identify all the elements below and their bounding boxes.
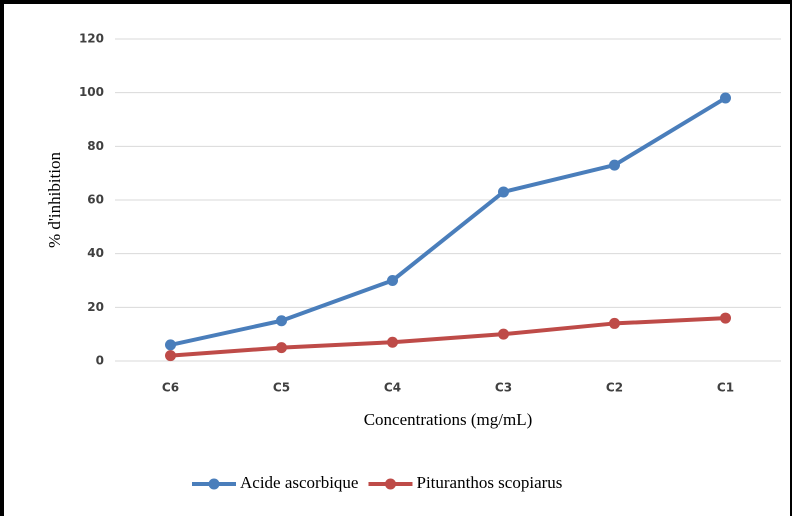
data-point <box>720 92 731 104</box>
data-point <box>609 159 620 171</box>
x-tick-label: C6 <box>162 381 179 395</box>
series-line <box>170 96 727 347</box>
data-point <box>165 339 176 351</box>
data-point <box>498 186 509 198</box>
data-point <box>720 312 731 324</box>
data-point <box>498 328 509 340</box>
y-tick-label: 80 <box>87 139 104 153</box>
y-axis-title: % d'inhibition <box>45 151 64 248</box>
data-point <box>609 317 620 329</box>
x-tick-label: C4 <box>384 381 401 395</box>
x-tick-label: C1 <box>717 381 734 395</box>
legend-marker <box>384 478 396 490</box>
data-point <box>387 336 398 348</box>
legend-label: Acide ascorbique <box>240 473 358 492</box>
legend-marker <box>208 478 220 490</box>
legend-label: Pituranthos scopiarus <box>416 473 562 492</box>
y-tick-label: 100 <box>79 85 104 99</box>
y-tick-label: 0 <box>96 354 104 368</box>
x-tick-label: C3 <box>495 381 512 395</box>
series-line <box>170 316 726 358</box>
y-tick-label: 120 <box>79 32 104 46</box>
x-axis-title: Concentrations (mg/mL) <box>364 410 533 429</box>
y-tick-label: 40 <box>87 246 104 260</box>
data-point <box>387 275 398 286</box>
x-tick-label: C2 <box>606 381 623 395</box>
y-tick-label: 20 <box>87 300 104 314</box>
data-point <box>276 315 287 327</box>
x-tick-label: C5 <box>273 381 290 395</box>
y-tick-label: 60 <box>87 193 104 207</box>
data-point <box>165 350 176 362</box>
data-point <box>276 342 287 354</box>
